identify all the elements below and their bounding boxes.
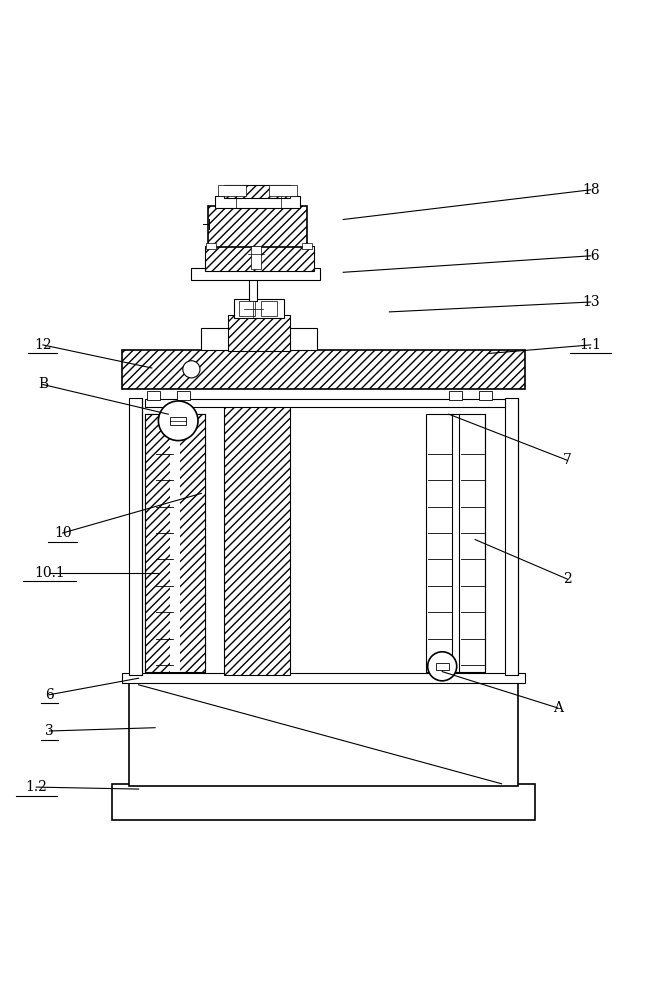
Text: 10.1: 10.1 [34, 566, 65, 580]
Bar [239, 301, 255, 316]
Bar [145, 414, 205, 672]
Bar [224, 401, 290, 675]
Bar [479, 391, 492, 400]
Bar [449, 391, 462, 400]
Text: 10: 10 [54, 526, 71, 540]
Bar [122, 673, 525, 683]
Bar [261, 301, 277, 316]
Bar [206, 243, 216, 249]
Text: 6: 6 [45, 688, 54, 702]
Bar [145, 399, 505, 407]
Circle shape [183, 361, 200, 378]
Circle shape [158, 401, 198, 441]
Circle shape [428, 652, 457, 681]
Text: 16: 16 [582, 249, 599, 263]
Bar [224, 185, 290, 198]
Text: 2: 2 [563, 572, 572, 586]
Bar [249, 276, 257, 301]
Bar [147, 391, 160, 400]
Bar [505, 398, 518, 675]
Bar [302, 243, 312, 249]
Bar [214, 196, 300, 208]
Bar [234, 299, 284, 318]
Bar [170, 414, 180, 672]
Bar [269, 185, 297, 196]
Bar [228, 315, 290, 352]
Bar [251, 246, 261, 269]
Bar [177, 391, 190, 400]
Text: A: A [552, 701, 563, 715]
Bar [191, 268, 320, 280]
Bar [218, 185, 246, 196]
Text: 3: 3 [45, 724, 54, 738]
Bar [208, 206, 307, 247]
Bar [201, 328, 317, 350]
Bar [436, 663, 449, 670]
Bar [178, 414, 205, 672]
Bar [122, 350, 525, 389]
Text: 7: 7 [563, 453, 572, 467]
Bar [129, 682, 518, 786]
Bar [426, 414, 485, 672]
Text: 13: 13 [582, 295, 599, 309]
Bar [243, 272, 264, 279]
Bar [170, 417, 186, 425]
Bar [205, 246, 314, 271]
Bar [112, 784, 535, 820]
Text: 1.2: 1.2 [25, 780, 48, 794]
Text: 1.1: 1.1 [579, 338, 602, 352]
Bar [129, 398, 142, 675]
Text: 12: 12 [34, 338, 51, 352]
Text: 18: 18 [582, 183, 599, 197]
Bar [145, 414, 172, 672]
Text: B: B [38, 377, 48, 391]
